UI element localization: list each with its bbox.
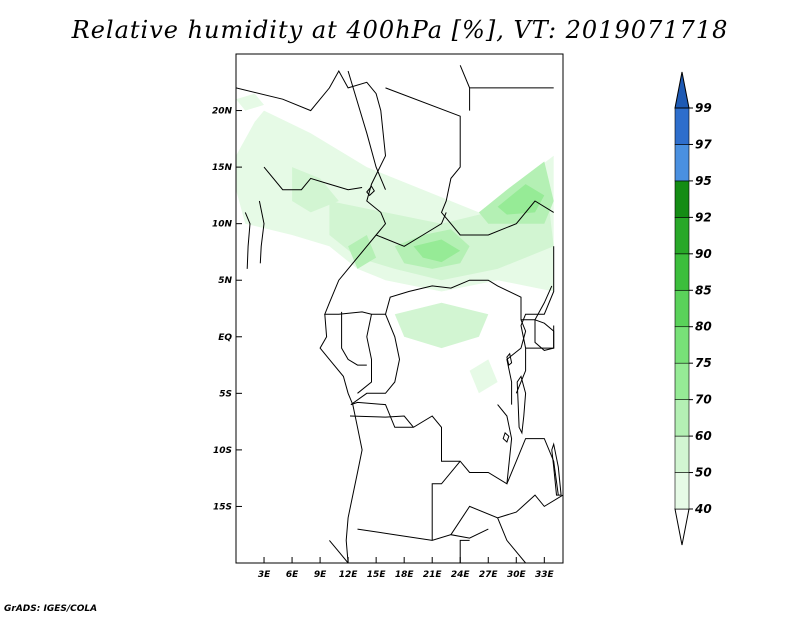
colorbar-swatch	[674, 472, 690, 510]
colorbar-swatch	[674, 107, 690, 145]
lat-tick-label: 10N	[212, 220, 233, 230]
lon-tick-label: 33E	[535, 570, 555, 580]
border-line	[263, 166, 363, 191]
border-line	[506, 438, 559, 496]
humidity-area	[292, 167, 339, 213]
lon-tick-label: 24E	[451, 570, 471, 580]
border-line	[329, 540, 349, 563]
lake-outline	[502, 432, 510, 443]
border-line	[350, 314, 401, 406]
border-line	[347, 70, 386, 190]
colorbar-label: 75	[695, 356, 712, 370]
colorbar-swatch	[674, 326, 690, 364]
lon-tick-label: 27E	[479, 570, 499, 580]
colorbar-label: 70	[695, 393, 712, 407]
colorbar-label: 97	[695, 137, 712, 151]
border-line	[350, 401, 513, 485]
humidity-area	[469, 359, 498, 394]
plot-frame	[235, 53, 564, 564]
border-line	[450, 494, 563, 535]
colorbar-label: 85	[695, 283, 712, 297]
colorbar-label: 95	[695, 174, 712, 188]
lake-outline	[551, 442, 562, 496]
border-line	[349, 415, 414, 428]
border-line	[236, 69, 527, 405]
border-line	[341, 311, 367, 366]
border-line	[525, 325, 555, 349]
lon-tick-label: 3E	[258, 570, 271, 580]
humidity-area	[413, 239, 461, 263]
colorbar: 40 50 60 70 75 80 85 90 92 95 97 99	[674, 71, 712, 546]
lon-tick-label: 30E	[507, 570, 527, 580]
colorbar-swatch	[674, 399, 690, 437]
lon-tick-label: 18E	[395, 570, 415, 580]
colorbar-swatch	[674, 435, 690, 473]
border-line	[521, 285, 553, 321]
lon-tick-label: 6E	[286, 570, 299, 580]
humidity-area	[236, 93, 264, 111]
border-line	[357, 528, 489, 541]
colorbar-label: 50	[695, 466, 712, 480]
colorbar-swatch	[674, 253, 690, 291]
lake-outline	[366, 185, 375, 197]
border-line	[258, 200, 265, 264]
lat-tick-label: EQ	[218, 333, 232, 343]
border-line	[431, 460, 461, 541]
grads-credit: GrADS: IGES/COLA	[4, 604, 98, 614]
lake-outline	[534, 319, 555, 351]
border-line	[244, 212, 251, 269]
border-line	[385, 87, 554, 236]
colorbar-label: 99	[695, 101, 712, 115]
lon-tick-label: 9E	[314, 570, 327, 580]
lat-tick-label: 15S	[213, 502, 232, 512]
colorbar-label: 92	[695, 210, 712, 224]
border-line	[459, 539, 470, 563]
colorbar-swatch	[674, 144, 690, 182]
lon-tick-label: 12E	[339, 570, 359, 580]
map-title: Relative humidity at 400hPa [%], VT: 201…	[71, 16, 729, 44]
lat-tick-label: 15N	[212, 163, 233, 173]
colorbar-lower-triangle	[674, 508, 690, 546]
border-line	[236, 223, 237, 227]
lake-outline	[506, 352, 513, 366]
colorbar-swatch	[674, 362, 690, 400]
longitude-axis: 3E 6E 9E 12E 15E 18E 21E 24E 27E 30E 33E	[258, 557, 555, 580]
colorbar-label: 90	[695, 247, 712, 261]
border-line	[357, 314, 372, 394]
country-borders	[236, 65, 563, 563]
lake-outline	[516, 375, 527, 435]
lon-tick-label: 15E	[367, 570, 387, 580]
lat-tick-label: 20N	[212, 107, 233, 117]
colorbar-label: 80	[695, 320, 712, 334]
latitude-axis: 20N 15N 10N 5N EQ 5S 10S 15S	[212, 107, 242, 512]
humidity-area	[394, 302, 489, 349]
humidity-area	[497, 184, 545, 215]
lat-tick-label: 5N	[218, 276, 232, 286]
colorbar-label: 40	[694, 502, 712, 516]
humidity-fill-layer	[236, 93, 554, 394]
border-line	[459, 65, 471, 111]
border-line	[319, 314, 363, 563]
colorbar-swatch	[674, 180, 690, 218]
colorbar-swatch	[674, 217, 690, 255]
border-line	[497, 517, 545, 563]
lon-tick-label: 21E	[423, 570, 443, 580]
humidity-area	[329, 167, 554, 281]
colorbar-upper-triangle	[674, 71, 690, 109]
lat-tick-label: 10S	[213, 446, 232, 456]
colorbar-swatch	[674, 289, 690, 328]
border-line	[375, 212, 447, 247]
colorbar-label: 60	[695, 429, 712, 443]
lat-tick-label: 5S	[219, 389, 232, 399]
